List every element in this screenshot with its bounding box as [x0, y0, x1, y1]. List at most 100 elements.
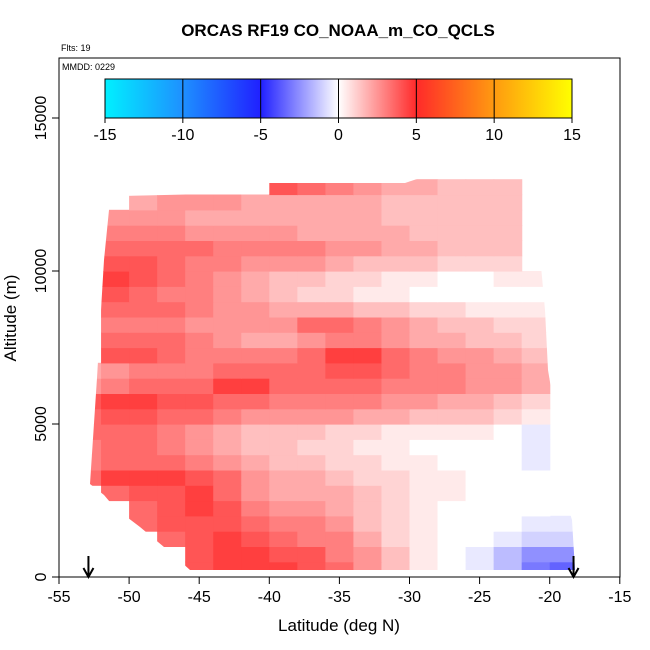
heatmap-cell	[353, 469, 383, 486]
heatmap-cell	[157, 500, 186, 517]
heatmap-cell	[213, 378, 242, 394]
heatmap-cell	[241, 393, 270, 410]
heatmap-cell	[353, 454, 383, 471]
heatmap-cell	[129, 378, 158, 394]
heatmap-cell	[465, 439, 495, 456]
heatmap-cell	[90, 439, 102, 456]
heatmap-cell	[521, 500, 551, 517]
heatmap-cell	[101, 362, 130, 379]
heatmap-cell	[353, 362, 383, 379]
heatmap-cell	[353, 225, 383, 241]
y-tick-label: 15000	[33, 96, 50, 141]
heatmap-cell	[185, 194, 214, 211]
heatmap-cell	[409, 286, 439, 303]
heatmap-cell	[465, 347, 495, 364]
heatmap-cell	[213, 515, 242, 532]
heatmap-cell	[297, 209, 326, 226]
heatmap-cell	[493, 332, 523, 349]
heatmap-cell	[353, 378, 383, 394]
heatmap-cell	[521, 347, 551, 364]
heatmap-cell	[157, 240, 186, 257]
heatmap-cell	[101, 485, 130, 502]
heatmap-cell	[521, 531, 551, 547]
heatmap-cell	[157, 194, 186, 211]
x-tick: -50	[118, 577, 141, 606]
heatmap-cell	[325, 393, 355, 410]
heatmap-cell	[493, 225, 523, 241]
colorbar-tick: -10	[171, 79, 194, 144]
heatmap-cell	[269, 286, 298, 303]
x-tick-label: -25	[468, 589, 491, 606]
heatmap-cell	[381, 469, 411, 486]
heatmap-cell	[213, 424, 242, 440]
heatmap-cell	[185, 469, 214, 486]
heatmap-cell	[101, 240, 130, 257]
heatmap-cell	[101, 347, 130, 364]
heatmap-cell	[465, 546, 495, 563]
heatmap-cell	[493, 362, 523, 379]
heatmap-cell	[269, 332, 298, 349]
heatmap-cell	[101, 271, 130, 287]
heatmap-cell	[353, 316, 383, 333]
heatmap-cell	[269, 362, 298, 379]
heatmap-cell	[381, 332, 411, 349]
heatmap-cell	[129, 424, 158, 440]
heatmap-cell	[353, 515, 383, 532]
heatmap-cell	[437, 561, 467, 570]
heatmap-cell	[157, 408, 186, 425]
heatmap-cell	[381, 271, 411, 287]
heatmap-cell	[269, 546, 298, 563]
heatmap-cell	[493, 271, 523, 287]
heatmap-cell	[101, 225, 130, 241]
heatmap-cell	[101, 439, 130, 456]
heatmap-cell	[185, 378, 214, 394]
heatmap-cell	[465, 393, 495, 410]
heatmap-cell	[437, 393, 467, 410]
heatmap-cell	[129, 225, 158, 241]
heatmap-cell	[213, 332, 242, 349]
heatmap-cell	[465, 332, 495, 349]
heatmap-cell	[157, 424, 186, 440]
colorbar-tick-label: 5	[412, 127, 421, 144]
heatmap-cell	[213, 194, 242, 211]
heatmap-cell	[241, 531, 270, 547]
heatmap-cell	[129, 194, 158, 211]
heatmap-cell	[325, 286, 355, 303]
heatmap-cell	[213, 316, 242, 333]
heatmap-cell	[325, 408, 355, 425]
heatmap-cell	[297, 316, 326, 333]
x-tick-label: -30	[398, 589, 421, 606]
heatmap-cell	[493, 531, 523, 547]
heatmap-cell	[185, 225, 214, 241]
heatmap-cell	[353, 485, 383, 502]
heatmap-cell	[493, 439, 523, 456]
heatmap-cell	[521, 316, 551, 333]
heatmap-cell	[185, 515, 214, 532]
heatmap-cell	[521, 286, 551, 303]
heatmap-cell	[297, 286, 326, 303]
heatmap-cell	[381, 316, 411, 333]
heatmap-cell	[521, 515, 551, 532]
heatmap-cell	[409, 424, 439, 440]
heatmap-cell	[101, 378, 130, 394]
y-axis-label: Altitude (m)	[1, 275, 20, 362]
heatmap-cell	[129, 515, 158, 532]
heatmap-cell	[381, 531, 411, 547]
heatmap-cell	[353, 439, 383, 456]
heatmap-cell	[325, 271, 355, 287]
heatmap-cell	[129, 240, 158, 257]
heatmap-cell	[297, 469, 326, 486]
heatmap-cell	[381, 362, 411, 379]
heatmap-cell	[269, 271, 298, 287]
heatmap-cell	[185, 546, 214, 563]
heatmap-cell	[213, 240, 242, 257]
heatmap-cell	[241, 301, 270, 318]
heatmap-cell	[90, 393, 102, 410]
heatmap-cell	[381, 179, 411, 196]
heatmap-cell	[381, 393, 411, 410]
heatmap-cell	[493, 194, 523, 211]
heatmap-cell	[493, 515, 523, 532]
heatmap-cell	[493, 546, 523, 563]
heatmap-cell	[381, 454, 411, 471]
heatmap-cell	[549, 561, 575, 570]
